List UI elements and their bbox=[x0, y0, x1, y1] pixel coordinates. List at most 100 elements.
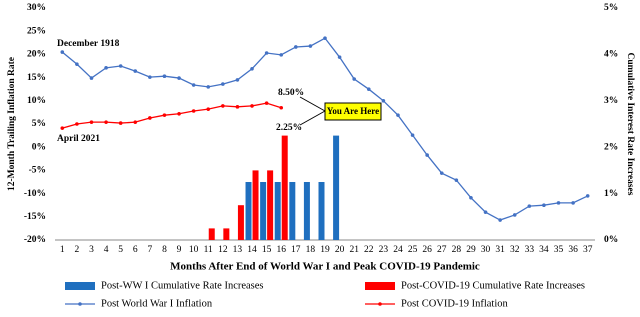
x-tick-label: 2 bbox=[75, 245, 80, 255]
point bbox=[206, 85, 211, 89]
point bbox=[133, 120, 138, 124]
y2-tick-label: 1% bbox=[604, 189, 618, 199]
y-axis-title: 12-Month Trailing Inflation Rate bbox=[7, 57, 17, 191]
x-tick-label: 34 bbox=[539, 245, 549, 255]
x-tick-label: 1 bbox=[60, 245, 65, 255]
bar bbox=[237, 205, 244, 240]
annotation: 8.50% bbox=[278, 88, 304, 98]
legend-label: Post-WW I Cumulative Rate Increases bbox=[101, 280, 264, 291]
x-tick-label: 12 bbox=[218, 245, 228, 255]
x-tick-label: 22 bbox=[364, 245, 374, 255]
point bbox=[60, 50, 65, 54]
point bbox=[118, 121, 123, 125]
y-tick-label: -20% bbox=[24, 235, 46, 245]
point bbox=[89, 76, 94, 80]
y2-tick-label: 3% bbox=[604, 96, 618, 106]
point bbox=[585, 194, 590, 198]
point bbox=[89, 120, 94, 124]
arrow bbox=[299, 110, 326, 126]
point bbox=[556, 201, 561, 205]
x-tick-label: 11 bbox=[204, 245, 213, 255]
point bbox=[381, 99, 386, 103]
point bbox=[148, 116, 152, 120]
point bbox=[410, 133, 415, 137]
point bbox=[425, 153, 429, 157]
y-tick-label: 25% bbox=[27, 26, 46, 36]
annotation: December 1918 bbox=[57, 39, 120, 49]
x-tick-label: 33 bbox=[525, 245, 535, 255]
point bbox=[60, 126, 65, 130]
point bbox=[235, 105, 240, 109]
point bbox=[118, 64, 123, 68]
line bbox=[61, 37, 588, 221]
bar bbox=[318, 182, 325, 240]
annotation: 2.25% bbox=[276, 123, 302, 133]
point bbox=[483, 210, 488, 214]
point bbox=[366, 87, 371, 91]
y-tick-label: 5% bbox=[32, 119, 46, 129]
point bbox=[294, 45, 298, 49]
x-tick-label: 4 bbox=[104, 245, 109, 255]
legend-swatch bbox=[378, 302, 382, 306]
x-tick-label: 17 bbox=[291, 245, 301, 255]
point bbox=[104, 66, 108, 70]
bar bbox=[274, 182, 281, 240]
point bbox=[206, 107, 211, 111]
point bbox=[250, 104, 254, 108]
point bbox=[542, 203, 546, 207]
arrow bbox=[299, 96, 326, 112]
x-tick-label: 31 bbox=[495, 245, 505, 255]
point bbox=[264, 101, 269, 105]
x-tick-label: 13 bbox=[233, 245, 243, 255]
point bbox=[177, 76, 181, 80]
bar bbox=[281, 135, 288, 240]
legend-swatch bbox=[65, 282, 95, 290]
y2-tick-label: 4% bbox=[604, 50, 618, 60]
x-tick-label: 21 bbox=[349, 245, 359, 255]
y-tick-label: -5% bbox=[29, 166, 46, 176]
x-tick-label: 32 bbox=[510, 245, 520, 255]
point bbox=[512, 213, 517, 217]
point bbox=[323, 36, 327, 40]
point bbox=[221, 82, 225, 86]
point bbox=[439, 171, 444, 175]
annotation: April 2021 bbox=[57, 134, 100, 144]
y2-tick-label: 5% bbox=[604, 3, 618, 13]
x-tick-label: 7 bbox=[147, 245, 152, 255]
y-tick-label: -15% bbox=[24, 212, 46, 222]
bar bbox=[333, 135, 340, 240]
point bbox=[162, 113, 167, 117]
point bbox=[235, 78, 240, 82]
point bbox=[75, 122, 79, 126]
x-tick-label: 10 bbox=[189, 245, 199, 255]
callout-box bbox=[324, 102, 382, 121]
bar bbox=[289, 182, 296, 240]
point bbox=[396, 113, 400, 117]
legend-label: Post COVID-19 Inflation bbox=[401, 298, 508, 309]
y2-tick-label: 2% bbox=[604, 142, 618, 152]
y2-tick-label: 0% bbox=[604, 235, 618, 245]
bar bbox=[252, 170, 259, 240]
x-tick-label: 24 bbox=[393, 245, 403, 255]
bar bbox=[260, 182, 267, 240]
x-tick-label: 14 bbox=[247, 245, 257, 255]
point bbox=[191, 109, 196, 113]
x-tick-label: 6 bbox=[133, 245, 138, 255]
point bbox=[454, 178, 459, 182]
y-tick-label: 30% bbox=[27, 3, 46, 13]
legend-swatch bbox=[365, 282, 395, 290]
annotation: You Are Here bbox=[327, 106, 379, 116]
x-tick-label: 25 bbox=[408, 245, 418, 255]
point bbox=[352, 77, 356, 81]
point bbox=[221, 104, 225, 108]
bar bbox=[267, 170, 274, 240]
y-tick-label: -10% bbox=[24, 189, 46, 199]
point bbox=[527, 204, 532, 208]
legend-swatch bbox=[78, 302, 82, 306]
x-tick-label: 9 bbox=[177, 245, 182, 255]
point bbox=[498, 218, 502, 222]
y2-axis-title: Cumulative Interest Rate Increases bbox=[625, 53, 635, 196]
bar bbox=[223, 228, 230, 240]
x-tick-label: 19 bbox=[320, 245, 330, 255]
x-tick-label: 26 bbox=[422, 245, 432, 255]
